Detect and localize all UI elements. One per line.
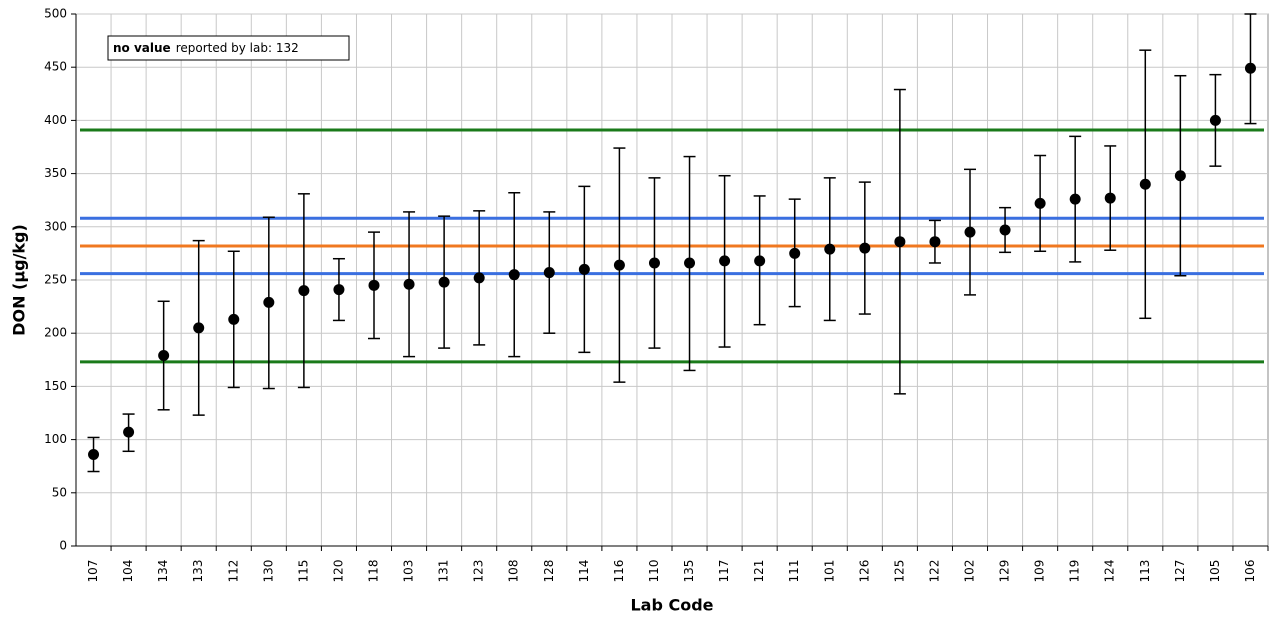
x-tick-label: 127 bbox=[1173, 560, 1187, 583]
annotation-text: reported by lab: 132 bbox=[176, 41, 299, 55]
data-point bbox=[88, 448, 100, 460]
y-tick-label: 0 bbox=[59, 539, 67, 553]
y-tick-label: 400 bbox=[44, 113, 67, 127]
data-point bbox=[543, 267, 555, 279]
data-point bbox=[1174, 170, 1186, 182]
data-point bbox=[964, 226, 976, 238]
x-tick-label: 108 bbox=[507, 560, 521, 583]
x-tick-label: 122 bbox=[927, 560, 941, 583]
x-tick-label: 123 bbox=[472, 560, 486, 583]
data-point bbox=[894, 236, 906, 248]
data-point bbox=[719, 255, 731, 267]
data-point bbox=[228, 313, 240, 325]
x-tick-label: 105 bbox=[1208, 560, 1222, 583]
x-tick-label: 107 bbox=[86, 560, 100, 583]
x-tick-label: 110 bbox=[647, 560, 661, 583]
data-point bbox=[438, 276, 450, 288]
data-point bbox=[1034, 197, 1046, 209]
annotation-bold: no value bbox=[113, 41, 171, 55]
y-tick-label: 200 bbox=[44, 326, 67, 340]
y-tick-label: 100 bbox=[44, 432, 67, 446]
x-tick-label: 116 bbox=[612, 560, 626, 583]
x-tick-label: 131 bbox=[437, 560, 451, 583]
data-point bbox=[789, 247, 801, 259]
x-tick-label: 119 bbox=[1068, 560, 1082, 583]
data-point bbox=[859, 242, 871, 254]
data-point bbox=[578, 263, 590, 275]
data-point bbox=[684, 257, 696, 269]
x-tick-label: 124 bbox=[1103, 560, 1117, 583]
data-point bbox=[333, 284, 345, 296]
data-point bbox=[754, 255, 766, 267]
y-tick-label: 250 bbox=[44, 273, 67, 287]
x-tick-label: 135 bbox=[682, 560, 696, 583]
y-axis-label: DON (µg/kg) bbox=[10, 224, 29, 336]
x-tick-label: 104 bbox=[121, 560, 135, 583]
data-point bbox=[1244, 62, 1256, 74]
x-tick-label: 125 bbox=[892, 560, 906, 583]
y-tick-label: 150 bbox=[44, 379, 67, 393]
data-point bbox=[929, 236, 941, 248]
annotation: no value reported by lab: 132 bbox=[113, 41, 299, 55]
data-point bbox=[508, 269, 520, 281]
x-tick-label: 120 bbox=[331, 560, 345, 583]
data-point bbox=[613, 259, 625, 271]
data-point bbox=[1139, 178, 1151, 190]
x-tick-label: 103 bbox=[402, 560, 416, 583]
x-tick-label: 102 bbox=[963, 560, 977, 583]
annotation-box bbox=[107, 35, 350, 61]
x-tick-label: 113 bbox=[1138, 560, 1152, 583]
data-point bbox=[648, 257, 660, 269]
x-tick-label: 109 bbox=[1033, 560, 1047, 583]
x-tick-label: 112 bbox=[226, 560, 240, 583]
x-tick-label: 130 bbox=[261, 560, 275, 583]
data-point bbox=[1104, 192, 1116, 204]
x-tick-label: 121 bbox=[752, 560, 766, 583]
x-tick-label: 118 bbox=[367, 560, 381, 583]
data-point bbox=[298, 285, 310, 297]
data-point bbox=[999, 224, 1011, 236]
y-tick-label: 500 bbox=[44, 7, 67, 21]
x-axis-label: Lab Code bbox=[630, 596, 713, 615]
x-tick-label: 134 bbox=[156, 560, 170, 583]
y-tick-label: 50 bbox=[52, 485, 67, 499]
data-point bbox=[824, 243, 836, 255]
data-point bbox=[123, 426, 135, 438]
x-tick-label: 114 bbox=[577, 560, 591, 583]
data-point bbox=[263, 296, 275, 308]
data-point bbox=[1209, 114, 1221, 126]
y-tick-label: 350 bbox=[44, 166, 67, 180]
x-tick-label: 133 bbox=[191, 560, 205, 583]
x-tick-label: 115 bbox=[296, 560, 310, 583]
data-point bbox=[193, 322, 205, 334]
data-point bbox=[403, 278, 415, 290]
y-tick-label: 300 bbox=[44, 219, 67, 233]
data-point bbox=[158, 350, 170, 362]
x-tick-label: 106 bbox=[1243, 560, 1257, 583]
y-tick-label: 450 bbox=[44, 60, 67, 74]
x-tick-label: 111 bbox=[787, 560, 801, 583]
x-tick-label: 129 bbox=[998, 560, 1012, 583]
x-tick-label: 128 bbox=[542, 560, 556, 583]
x-tick-label: 126 bbox=[857, 560, 871, 583]
x-tick-label: 117 bbox=[717, 560, 731, 583]
data-point bbox=[473, 272, 485, 284]
data-point bbox=[368, 279, 380, 291]
data-point bbox=[1069, 193, 1081, 205]
x-tick-label: 101 bbox=[822, 560, 836, 583]
